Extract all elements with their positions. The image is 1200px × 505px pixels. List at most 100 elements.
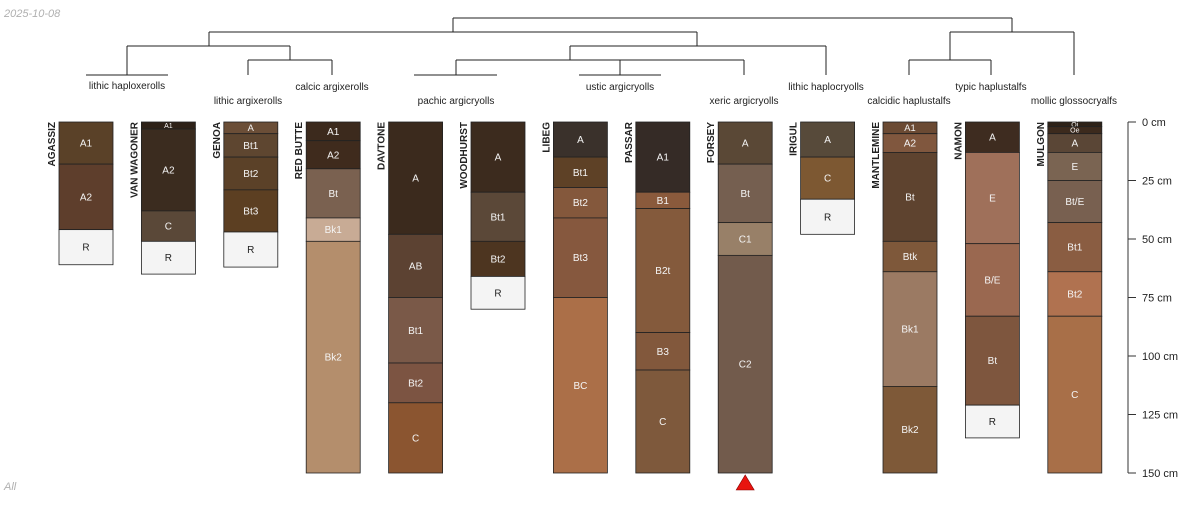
- horizon-block: [1047, 271, 1103, 317]
- taxonomy-label: lithic argixerolls: [214, 96, 282, 107]
- horizon-label: A1: [904, 123, 915, 133]
- horizon-block: [470, 121, 526, 193]
- profile-name-label: PASSAR: [624, 121, 635, 163]
- horizon-label: Bt: [740, 189, 750, 200]
- horizon-block: [58, 229, 114, 266]
- horizon: Bt2: [470, 240, 526, 277]
- horizon: B2t: [635, 208, 691, 333]
- horizon-label: A2: [162, 165, 175, 176]
- horizon: A1: [635, 121, 691, 193]
- profile-name-label: MANTLEMINE: [871, 122, 882, 189]
- taxonomy-label: calcic argixerolls: [295, 82, 368, 93]
- horizon-label: E: [989, 194, 996, 205]
- horizon: BC: [553, 297, 608, 474]
- horizon-label: A: [1071, 139, 1078, 150]
- taxonomy-label: typic haplustalfs: [955, 82, 1026, 93]
- horizon-block: [882, 240, 938, 273]
- dendrogram: [86, 17, 1075, 76]
- horizon-label: A: [577, 135, 584, 146]
- horizon: Bt3: [553, 217, 608, 298]
- horizon: Bt: [305, 168, 361, 219]
- horizon-label: C: [165, 222, 172, 233]
- horizon: Btk: [882, 240, 938, 273]
- horizon-label: B1: [657, 196, 670, 207]
- horizon: A2: [305, 140, 361, 170]
- horizon: Bt2: [388, 362, 444, 404]
- horizon-block: [470, 240, 526, 277]
- taxonomy-label: ustic argicryolls: [586, 82, 654, 93]
- horizon-label: A2: [80, 192, 93, 203]
- horizon-label: A1: [327, 127, 340, 138]
- horizon: A: [717, 121, 773, 165]
- footer-label: All: [4, 481, 17, 493]
- horizon-block: [965, 243, 1020, 317]
- horizon-label: BC: [573, 381, 587, 392]
- horizon-label: A2: [904, 139, 917, 150]
- horizon-block: [553, 217, 608, 298]
- horizon: Bk1: [305, 217, 361, 242]
- horizon-block: [635, 121, 691, 193]
- horizon: C: [800, 156, 855, 200]
- soil-profile-forsey: FORSEY A Bt C1 C2: [706, 121, 773, 474]
- profile-name-label: IRIGUL: [789, 122, 800, 156]
- soil-profile-woodhurst: WOODHURST A Bt1 Bt2 R: [459, 121, 526, 310]
- horizon-label: B/E: [984, 275, 1000, 286]
- horizon-block: [882, 152, 938, 242]
- horizon: E: [1047, 152, 1103, 181]
- horizon: A2: [58, 163, 114, 231]
- horizon: Bt3: [223, 189, 279, 233]
- depth-tick-label: 50 cm: [1142, 234, 1172, 246]
- taxonomy-label: lithic haploxerolls: [89, 81, 165, 92]
- horizon: A: [1047, 133, 1103, 153]
- horizon-label: Bt1: [490, 212, 505, 223]
- horizon-label: A1: [657, 153, 670, 164]
- horizon-label: Oi: [1071, 122, 1078, 129]
- horizon: C: [388, 402, 444, 474]
- horizon-block: [470, 276, 526, 310]
- horizon-block: [1047, 180, 1103, 224]
- horizon-block: [965, 152, 1020, 245]
- horizon-block: [388, 362, 444, 404]
- horizon: B1: [635, 191, 691, 209]
- soil-profile-genoa: GENOA A Bt1 Bt2 Bt3 R: [212, 121, 279, 268]
- horizon-label: R: [82, 243, 89, 254]
- horizon-label: Bt2: [573, 198, 588, 209]
- horizon: R: [800, 198, 855, 235]
- horizon-block: [553, 297, 608, 474]
- horizon-label: Bk1: [325, 225, 343, 236]
- soil-profile-mantlemine: MANTLEMINE A1 A2 Bt Btk Bk1 Bk2: [871, 121, 938, 474]
- profile-name-label: NAMON: [953, 122, 964, 160]
- horizon: C: [140, 210, 196, 242]
- soil-profiles: AGASSIZ A1 A2 R VAN WAGONER A1 A2 C R GENOA A Bt1 Bt…: [47, 121, 1103, 491]
- date-label: 2025-10-08: [4, 8, 61, 20]
- horizon: C: [635, 369, 691, 474]
- horizon-label: AB: [409, 261, 423, 272]
- horizon-label: Bt2: [490, 254, 505, 265]
- horizon: A: [223, 121, 279, 135]
- horizon: E: [965, 152, 1020, 245]
- horizon: R: [58, 229, 114, 266]
- horizon-label: C: [824, 174, 831, 185]
- soil-profile-van-wagoner: VAN WAGONER A1 A2 C R: [129, 121, 196, 275]
- horizon: Bt1: [223, 133, 279, 158]
- horizon-block: [965, 404, 1020, 439]
- horizon-block: [223, 189, 279, 233]
- horizon-block: [140, 240, 196, 275]
- horizon: C1: [717, 222, 773, 256]
- horizon-label: Bt2: [1067, 289, 1082, 300]
- horizon-block: [140, 128, 196, 212]
- horizon-label: Bt3: [573, 253, 588, 264]
- horizon-label: Bt: [988, 356, 998, 367]
- horizon-block: [553, 187, 608, 219]
- horizon-block: [388, 402, 444, 474]
- horizon-block: [717, 254, 773, 474]
- horizon-label: R: [989, 417, 996, 428]
- soil-profile-libeg: LIBEG A Bt1 Bt2 Bt3 BC: [541, 121, 608, 474]
- horizon-label: A: [495, 153, 502, 164]
- horizon-block: [305, 168, 361, 219]
- horizon-block: [1047, 222, 1103, 273]
- horizon-label: A: [248, 123, 255, 133]
- horizon: A1: [305, 121, 361, 142]
